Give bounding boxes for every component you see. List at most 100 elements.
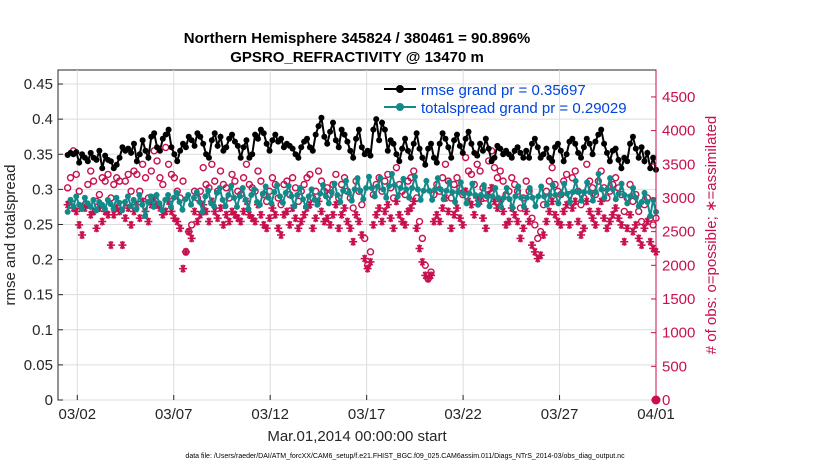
- assimilated-point: [372, 210, 381, 219]
- assimilated-point: [343, 217, 352, 226]
- totalspread-point: [457, 179, 464, 186]
- rmse-point: [407, 154, 414, 161]
- assimilated-point: [225, 217, 234, 226]
- assimilated-point: [536, 251, 545, 260]
- assimilated-point: [354, 217, 363, 226]
- totalspread-point: [110, 206, 117, 213]
- totalspread-point: [159, 207, 166, 214]
- rmse-point: [142, 147, 149, 154]
- rmse-point: [130, 140, 137, 147]
- totalspread-point: [492, 184, 499, 191]
- rmse-point: [168, 144, 175, 151]
- totalspread-point: [618, 180, 625, 187]
- assimilated-point: [357, 231, 366, 239]
- rmse-point: [332, 137, 339, 144]
- assimilated-point: [176, 224, 185, 233]
- rmse-point: [629, 133, 636, 140]
- assimilated-point: [334, 224, 343, 233]
- totalspread-point: [107, 201, 114, 208]
- totalspread-point: [119, 207, 126, 214]
- rmse-point: [606, 158, 613, 165]
- assimilated-point: [415, 244, 424, 253]
- totalspread-point: [64, 208, 71, 215]
- rmse-point: [338, 126, 345, 133]
- rmse-point: [381, 126, 388, 133]
- possible-point: [366, 248, 375, 256]
- totalspread-point: [314, 201, 321, 208]
- totalspread-point: [644, 199, 651, 205]
- totalspread-point: [202, 193, 209, 200]
- assimilated-point: [591, 220, 600, 229]
- rmse-point: [520, 154, 527, 161]
- rmse-point: [650, 154, 657, 161]
- rmse-point: [433, 159, 440, 166]
- rmse-point: [73, 149, 80, 156]
- assimilated-point: [352, 210, 361, 219]
- rmse-point: [318, 114, 325, 121]
- assimilated-point: [363, 264, 372, 273]
- assimilated-point: [614, 214, 623, 223]
- assimilated-point: [542, 217, 551, 226]
- assimilated-point: [380, 207, 389, 216]
- assimilated-point: [577, 231, 586, 239]
- y-left-tick-label: 0.15: [24, 287, 53, 304]
- possible-point: [332, 170, 340, 179]
- possible-point: [392, 163, 401, 172]
- possible-point: [138, 160, 147, 168]
- possible-point: [306, 170, 314, 179]
- assimilated-point: [470, 210, 479, 219]
- totalspread-point: [612, 196, 619, 203]
- rmse-point: [254, 135, 261, 142]
- rmse-point: [451, 137, 458, 144]
- totalspread-point: [546, 191, 553, 198]
- rmse-point: [572, 140, 579, 147]
- rmse-point: [162, 131, 169, 138]
- assimilated-point: [406, 204, 415, 213]
- rmse-point: [641, 158, 648, 165]
- rmse-point: [644, 149, 651, 156]
- assimilated-point: [204, 217, 213, 226]
- totalspread-point: [334, 191, 341, 198]
- assimilated-point: [323, 214, 332, 223]
- rmse-point: [96, 147, 103, 154]
- assimilated-point: [78, 231, 87, 239]
- possible-point: [95, 190, 104, 199]
- rmse-point: [260, 130, 267, 137]
- possible-point: [216, 167, 225, 175]
- rmse-point: [416, 145, 423, 152]
- totalspread-point: [271, 189, 278, 196]
- totalspread-point: [383, 194, 390, 201]
- totalspread-point: [320, 182, 327, 189]
- rmse-point: [226, 135, 233, 142]
- rmse-point: [508, 154, 515, 161]
- assimilated-point: [579, 224, 588, 233]
- totalspread-point: [584, 179, 591, 186]
- y-right-tick-label: 3000: [662, 190, 695, 207]
- rmse-point: [211, 130, 218, 137]
- possible-point: [124, 170, 132, 179]
- assimilated-point: [611, 204, 620, 213]
- rmse-point: [249, 151, 256, 158]
- totalspread-point: [518, 194, 525, 201]
- rmse-point: [618, 165, 625, 172]
- rmse-point: [393, 151, 400, 158]
- totalspread-point: [136, 191, 143, 198]
- totalspread-point: [185, 191, 192, 198]
- assimilated-point: [375, 204, 384, 213]
- totalspread-point: [311, 196, 318, 203]
- rmse-point: [87, 149, 94, 156]
- totalspread-point: [70, 203, 77, 210]
- totalspread-point: [139, 201, 146, 208]
- rmse-point: [456, 142, 463, 149]
- assimilated-point: [294, 224, 303, 233]
- totalspread-point: [460, 190, 467, 197]
- possible-point: [254, 167, 262, 175]
- rmse-point: [560, 158, 567, 165]
- totalspread-point: [569, 189, 576, 196]
- assimilated-point: [600, 214, 609, 223]
- assimilated-point: [277, 231, 286, 239]
- x-axis-label: Mar.01,2014 00:00:00 start: [267, 428, 447, 445]
- y-left-tick-label: 0.4: [32, 111, 53, 128]
- possible-point: [522, 177, 530, 185]
